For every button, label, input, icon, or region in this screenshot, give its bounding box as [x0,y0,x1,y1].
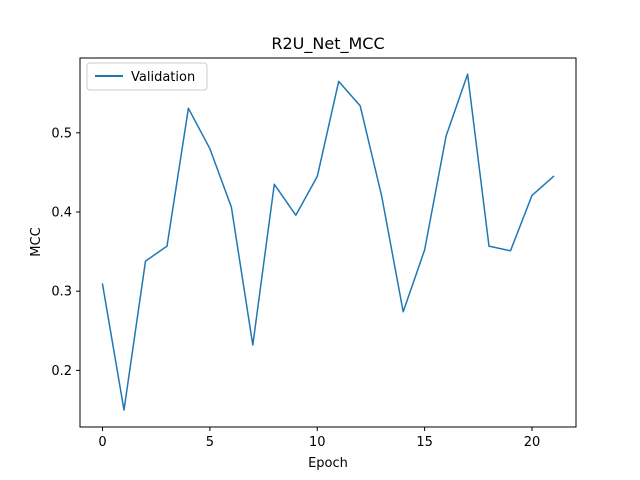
x-tick-label: 10 [309,435,326,450]
y-tick-label: 0.2 [51,364,72,379]
axes-frame [79,57,577,428]
series-line-validation [101,73,555,411]
x-tick-label: 20 [524,435,541,450]
chart-title: R2U_Net_MCC [271,34,384,54]
x-axis-title: Epoch [308,456,348,471]
x-tick-label: 5 [206,435,214,450]
y-tick-label: 0.4 [51,206,72,221]
legend: Validation [86,62,208,91]
y-tick-label: 0.3 [51,285,72,300]
x-tick-label: 15 [416,435,433,450]
y-axis-title: MCC [29,227,44,256]
x-tick-label: 0 [98,435,106,450]
y-tick-label: 0.5 [51,126,72,141]
plot-area: 0 5 10 15 20 0.2 0.3 0.4 0.5 [51,57,577,450]
legend-box [86,62,208,91]
legend-label-validation: Validation [131,70,195,85]
